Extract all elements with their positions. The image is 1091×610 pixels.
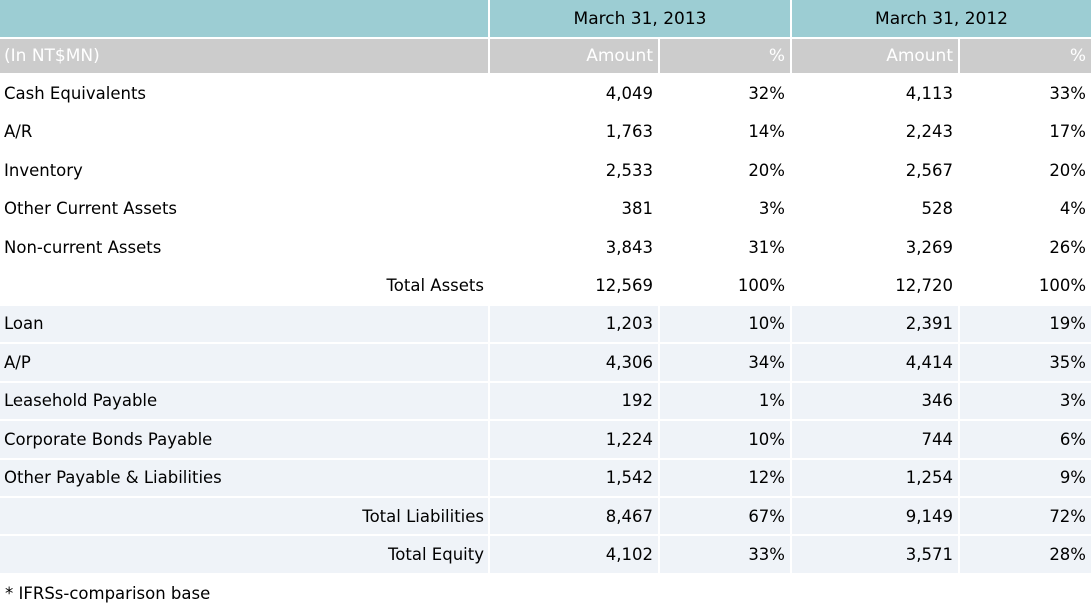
row-label: A/P [0, 344, 490, 383]
percent-2012: 72% [960, 497, 1091, 537]
percent-2013: 34% [660, 344, 792, 383]
percent-2012: 33% [960, 75, 1091, 114]
amount-2013: 381 [490, 190, 660, 229]
row-label: Leasehold Payable [0, 382, 490, 422]
unit-label: (In NT$MN) [0, 39, 490, 75]
amount-2012: 3,571 [792, 536, 960, 575]
amount-2013: 1,542 [490, 459, 660, 498]
amount-2012: 2,391 [792, 305, 960, 345]
table-row: Non-current Assets 3,843 31% 3,269 26% [0, 228, 1091, 268]
percent-2013: 32% [660, 75, 792, 114]
amount-2013: 192 [490, 382, 660, 422]
percent-2012: 100% [960, 267, 1091, 306]
percent-2013: 33% [660, 536, 792, 575]
amount-2012: 744 [792, 421, 960, 460]
table-row: Corporate Bonds Payable 1,224 10% 744 6% [0, 421, 1091, 460]
percent-2012: 6% [960, 421, 1091, 460]
percent-2013-header: % [660, 39, 792, 75]
column-group-2012: March 31, 2012 [792, 0, 1091, 39]
header-spacer-cell [0, 0, 490, 39]
percent-2012: 17% [960, 113, 1091, 152]
table-row-total-liabilities: Total Liabilities 8,467 67% 9,149 72% [0, 497, 1091, 537]
row-label: Cash Equivalents [0, 75, 490, 114]
percent-2012: 4% [960, 190, 1091, 229]
row-label: Other Current Assets [0, 190, 490, 229]
amount-2013-header: Amount [490, 39, 660, 75]
amount-2012: 2,243 [792, 113, 960, 152]
table-row: A/R 1,763 14% 2,243 17% [0, 113, 1091, 152]
footnote: * IFRSs-comparison base [5, 583, 211, 603]
amount-2013: 1,203 [490, 305, 660, 345]
amount-2012: 346 [792, 382, 960, 422]
percent-2013: 10% [660, 305, 792, 345]
amount-2013: 4,049 [490, 75, 660, 114]
amount-2012: 3,269 [792, 228, 960, 268]
amount-2012: 1,254 [792, 459, 960, 498]
percent-2013: 14% [660, 113, 792, 152]
amount-2012: 2,567 [792, 151, 960, 191]
amount-2013: 2,533 [490, 151, 660, 191]
table-row-total-assets: Total Assets 12,569 100% 12,720 100% [0, 267, 1091, 306]
row-label: Total Equity [0, 536, 490, 575]
row-label: Corporate Bonds Payable [0, 421, 490, 460]
row-label: Other Payable & Liabilities [0, 459, 490, 498]
table-row: Inventory 2,533 20% 2,567 20% [0, 151, 1091, 191]
row-label: Loan [0, 305, 490, 345]
amount-2012: 528 [792, 190, 960, 229]
amount-2013: 4,102 [490, 536, 660, 575]
table-row: Other Payable & Liabilities 1,542 12% 1,… [0, 459, 1091, 498]
table-row: Loan 1,203 10% 2,391 19% [0, 305, 1091, 345]
date-header-row: March 31, 2013 March 31, 2012 [0, 0, 1091, 39]
percent-2013: 10% [660, 421, 792, 460]
percent-2013: 12% [660, 459, 792, 498]
row-label: Non-current Assets [0, 228, 490, 268]
percent-2013: 67% [660, 497, 792, 537]
percent-2012: 3% [960, 382, 1091, 422]
amount-2012: 9,149 [792, 497, 960, 537]
percent-2012: 28% [960, 536, 1091, 575]
percent-2013: 3% [660, 190, 792, 229]
amount-2013: 3,843 [490, 228, 660, 268]
table-header: March 31, 2013 March 31, 2012 (In NT$MN)… [0, 0, 1091, 75]
column-group-2013: March 31, 2013 [490, 0, 792, 39]
percent-2013: 31% [660, 228, 792, 268]
percent-2012: 19% [960, 305, 1091, 345]
table-row-total-equity: Total Equity 4,102 33% 3,571 28% [0, 536, 1091, 575]
amount-2013: 1,763 [490, 113, 660, 152]
percent-2012: 20% [960, 151, 1091, 191]
percent-2012: 9% [960, 459, 1091, 498]
amount-2012: 4,113 [792, 75, 960, 114]
table-row: Leasehold Payable 192 1% 346 3% [0, 382, 1091, 422]
percent-2013: 1% [660, 382, 792, 422]
row-label: A/R [0, 113, 490, 152]
table-body: Cash Equivalents 4,049 32% 4,113 33% A/R… [0, 75, 1091, 575]
row-label: Inventory [0, 151, 490, 191]
amount-2012-header: Amount [792, 39, 960, 75]
amount-2013: 1,224 [490, 421, 660, 460]
sub-header-row: (In NT$MN) Amount % Amount % [0, 39, 1091, 75]
percent-2012-header: % [960, 39, 1091, 75]
percent-2013: 20% [660, 151, 792, 191]
table-row: A/P 4,306 34% 4,414 35% [0, 344, 1091, 383]
percent-2012: 26% [960, 228, 1091, 268]
amount-2013: 4,306 [490, 344, 660, 383]
balance-sheet-table: March 31, 2013 March 31, 2012 (In NT$MN)… [0, 0, 1091, 575]
amount-2013: 12,569 [490, 267, 660, 306]
table-row: Cash Equivalents 4,049 32% 4,113 33% [0, 75, 1091, 114]
row-label: Total Assets [0, 267, 490, 306]
amount-2013: 8,467 [490, 497, 660, 537]
amount-2012: 4,414 [792, 344, 960, 383]
percent-2013: 100% [660, 267, 792, 306]
row-label: Total Liabilities [0, 497, 490, 537]
percent-2012: 35% [960, 344, 1091, 383]
amount-2012: 12,720 [792, 267, 960, 306]
table-row: Other Current Assets 381 3% 528 4% [0, 190, 1091, 229]
